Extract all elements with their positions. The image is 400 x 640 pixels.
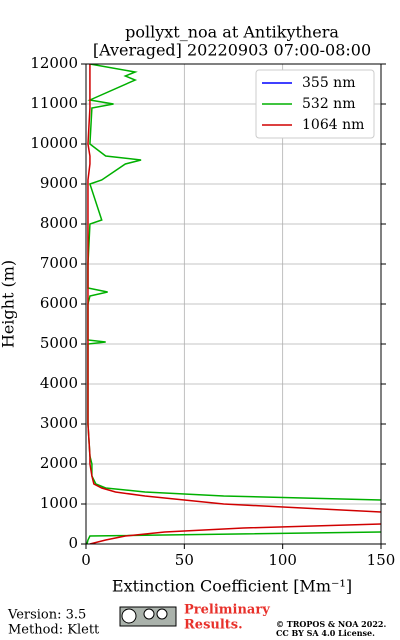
preliminary: Preliminary [184,603,270,618]
y-tick-label: 4000 [40,374,78,392]
chart-title: [Averaged] 20220903 07:00-08:00 [93,41,371,60]
profile-line [87,64,381,544]
legend-label: 355 nm [302,75,355,91]
y-tick-label: 6000 [40,294,78,312]
legend-label: 1064 nm [302,117,364,133]
y-tick-label: 11000 [30,94,78,112]
chart-title: pollyxt_noa at Antikythera [125,23,339,42]
y-tick-label: 2000 [40,454,78,472]
method: Method: Klett [8,623,100,638]
plot-lines [86,64,381,544]
y-tick-label: 10000 [30,134,78,152]
x-tick-label: 150 [367,551,396,569]
y-tick-label: 5000 [40,334,78,352]
legend-box [255,69,375,139]
x-tick-label: 50 [175,551,194,569]
plot-frame [85,63,382,545]
x-tick-label: 0 [81,551,91,569]
y-tick-label: 0 [68,534,78,552]
y-axis-label: Height (m) [0,260,18,348]
copyright: © TROPOS & NOA 2022. [276,619,386,629]
y-tick-label: 3000 [40,414,78,432]
preliminary: Results. [184,618,243,633]
x-axis-label: Extinction Coefficient [Mm⁻¹] [112,577,352,596]
legend-label: 532 nm [302,96,355,112]
x-tick-label: 100 [268,551,297,569]
profile-line [86,64,381,544]
y-tick-label: 9000 [40,174,78,192]
cc-badge [119,606,177,627]
version: Version: 3.5 [7,608,86,623]
y-tick-label: 7000 [40,254,78,272]
y-tick-label: 12000 [30,54,78,72]
y-tick-label: 8000 [40,214,78,232]
copyright: CC BY SA 4.0 License. [276,628,375,638]
y-tick-label: 1000 [40,494,78,512]
